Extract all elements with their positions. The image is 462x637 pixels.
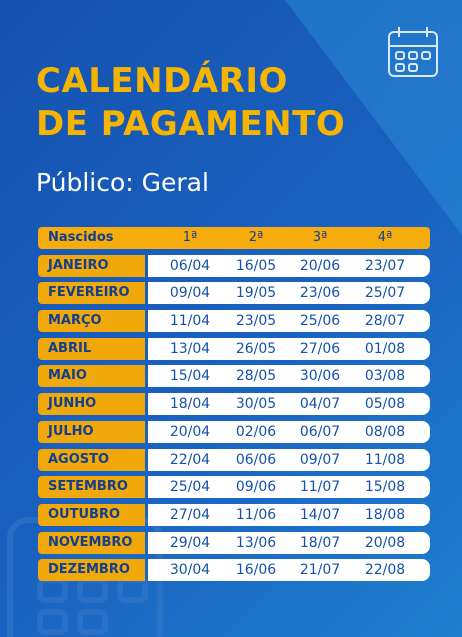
table-row: AGOSTO 22/04 06/06 09/07 11/08 [38, 448, 430, 471]
payment-table: Nascidos em: 1ª 2ª 3ª 4ª JANEIRO 06/04 16/05 20/… [38, 227, 430, 587]
date-cells: 29/04 13/06 18/07 20/08 [148, 531, 430, 554]
date-cells: 25/04 09/06 11/07 15/08 [148, 476, 430, 499]
row-label: DEZEMBRO [38, 559, 145, 582]
cell: 25/07 [364, 285, 406, 302]
table-row: MARÇO 11/04 23/05 25/06 28/07 [38, 310, 430, 333]
cell: 06/04 [169, 257, 211, 274]
cell: 18/07 [299, 534, 341, 551]
table-row: MAIO 15/04 28/05 30/06 03/08 [38, 365, 430, 388]
date-cells: 13/04 26/05 27/06 01/08 [148, 337, 430, 360]
row-label: JUNHO [38, 393, 145, 416]
cell: 28/05 [235, 368, 277, 385]
cell: 11/07 [299, 479, 341, 496]
table-row: ABRIL 13/04 26/05 27/06 01/08 [38, 337, 430, 360]
cell: 22/04 [169, 451, 211, 468]
cell: 28/07 [364, 313, 406, 330]
cell: 30/05 [235, 396, 277, 413]
cell: 26/05 [235, 340, 277, 357]
cell: 15/08 [364, 479, 406, 496]
row-label: OUTUBRO [38, 503, 145, 526]
table-row: DEZEMBRO 30/04 16/06 21/07 22/08 [38, 559, 430, 582]
cell: 02/06 [235, 423, 277, 440]
row-label: Nascidos em: [48, 230, 114, 267]
cell: 30/04 [169, 562, 211, 579]
cell: 25/06 [299, 313, 341, 330]
cell: 3ª [312, 230, 328, 245]
table-row: FEVEREIRO 09/04 19/05 23/06 25/07 [38, 282, 430, 305]
cell: 18/04 [169, 396, 211, 413]
cell: 13/04 [169, 340, 211, 357]
cell: 4ª [377, 230, 393, 245]
cell: 05/08 [364, 396, 406, 413]
date-cells: 30/04 16/06 21/07 22/08 [148, 559, 430, 582]
row-label: AGOSTO [38, 448, 145, 471]
cell: 23/05 [235, 313, 277, 330]
cell: 09/07 [299, 451, 341, 468]
cell: 15/04 [169, 368, 211, 385]
cell: 09/04 [169, 285, 211, 302]
table-row: JULHO 20/04 02/06 06/07 08/08 [38, 420, 430, 443]
cell: 22/08 [364, 562, 406, 579]
date-cells: 09/04 19/05 23/06 25/07 [148, 282, 430, 305]
cell: 19/05 [235, 285, 277, 302]
cell: 29/04 [169, 534, 211, 551]
cell: 08/08 [364, 423, 406, 440]
title: DE PAGAMENTO [36, 104, 346, 144]
header-row: Nascidos em: 1ª 2ª 3ª 4ª [38, 227, 430, 267]
date-cells: 18/04 30/05 04/07 05/08 [148, 393, 430, 416]
cell: 30/06 [299, 368, 341, 385]
cell: 13/06 [235, 534, 277, 551]
date-cells: 11/04 23/05 25/06 28/07 [148, 310, 430, 333]
cell: 25/04 [169, 479, 211, 496]
cell: 03/08 [364, 368, 406, 385]
date-cells: 15/04 28/05 30/06 03/08 [148, 365, 430, 388]
cell: 27/04 [169, 506, 211, 523]
table-row: NOVEMBRO 29/04 13/06 18/07 20/08 [38, 531, 430, 554]
table-row: OUTUBRO 27/04 11/06 14/07 18/08 [38, 503, 430, 526]
cell: 16/05 [235, 257, 277, 274]
row-label: JANEIRO [38, 254, 145, 277]
row-label: MAIO [38, 365, 145, 388]
row-label: NOVEMBRO [38, 531, 145, 554]
cell: 23/07 [364, 257, 406, 274]
cell: 09/06 [235, 479, 277, 496]
date-cells: 20/04 02/06 06/07 08/08 [148, 420, 430, 443]
cell: 06/06 [235, 451, 277, 468]
cell: 23/06 [299, 285, 341, 302]
cell: 20/04 [169, 423, 211, 440]
cell: 11/08 [364, 451, 406, 468]
date-cells: 06/04 16/05 20/06 23/07 [148, 254, 430, 277]
subtitle: Público: Geral [36, 168, 209, 197]
title: CALENDÁRIO [36, 61, 288, 101]
row-label: ABRIL [38, 337, 145, 360]
cell: 27/06 [299, 340, 341, 357]
cell: 16/06 [235, 562, 277, 579]
cell: 11/04 [169, 313, 211, 330]
cell: 06/07 [299, 423, 341, 440]
cell: 21/07 [299, 562, 341, 579]
row-label: FEVEREIRO [38, 282, 145, 305]
date-cells: 27/04 11/06 14/07 18/08 [148, 503, 430, 526]
cell: 01/08 [364, 340, 406, 357]
cell: 2ª [248, 230, 264, 245]
table-row: JUNHO 18/04 30/05 04/07 05/08 [38, 393, 430, 416]
table-row: JANEIRO 06/04 16/05 20/06 23/07 [38, 254, 430, 277]
date-cells: 22/04 06/06 09/07 11/08 [148, 448, 430, 471]
cell: 04/07 [299, 396, 341, 413]
cell: 20/08 [364, 534, 406, 551]
date-cells: 1ª 2ª 3ª 4ª [148, 227, 430, 249]
cell: 20/06 [299, 257, 341, 274]
cell: 14/07 [299, 506, 341, 523]
table-row: SETEMBRO 25/04 09/06 11/07 15/08 [38, 476, 430, 499]
cell: 11/06 [235, 506, 277, 523]
row-label: SETEMBRO [38, 476, 145, 499]
cell: 18/08 [364, 506, 406, 523]
row-label: JULHO [38, 420, 145, 443]
row-label: MARÇO [38, 310, 145, 333]
cell: 1ª [182, 230, 198, 245]
